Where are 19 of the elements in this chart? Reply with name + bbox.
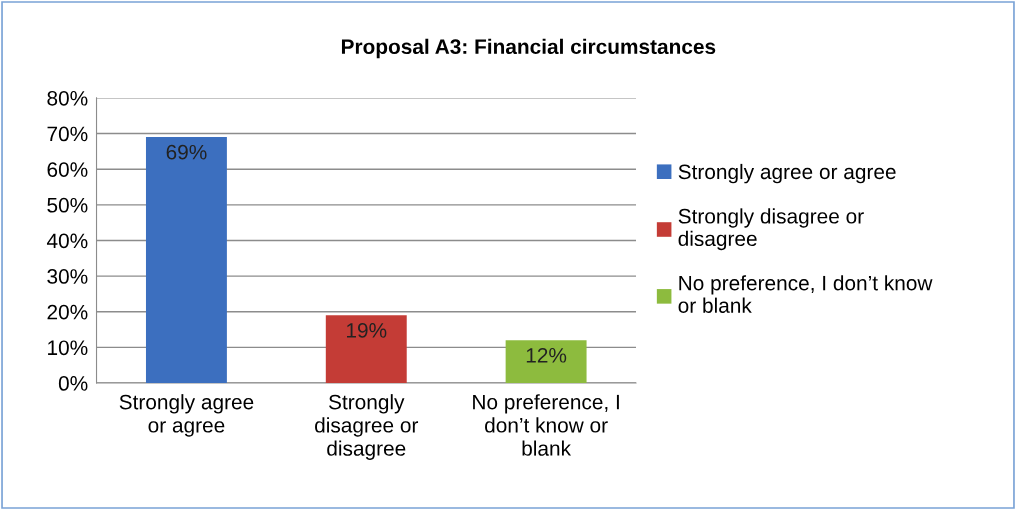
y-tick-label: 40% (46, 233, 88, 249)
legend-label: Strongly disagree or disagree (678, 208, 864, 251)
y-tick-label: 60% (47, 162, 88, 177)
data-label: 69% (166, 144, 207, 160)
y-tick-label: 50% (47, 197, 88, 213)
data-label: 19% (347, 322, 387, 338)
legend-label: No preference, I don’t know or blank (678, 275, 933, 313)
x-tick-label: Strongly agree or agree (119, 394, 254, 437)
data-label: 12% (526, 347, 567, 363)
y-tick-label: 30% (47, 269, 88, 284)
y-tick-label: 70% (47, 126, 88, 142)
y-tick-label: 80% (47, 90, 88, 106)
legend-label: Strongly agree or agree (678, 163, 896, 184)
y-tick-label: 10% (48, 340, 88, 356)
x-tick-label: No preference, I don’t know or blank (473, 394, 619, 456)
y-tick-label: 0% (58, 376, 88, 391)
y-tick-label: 20% (47, 304, 88, 320)
x-tick-label: Strongly disagree or disagree (315, 394, 419, 460)
chart-title: Proposal A3: Financial circumstances (341, 38, 716, 59)
